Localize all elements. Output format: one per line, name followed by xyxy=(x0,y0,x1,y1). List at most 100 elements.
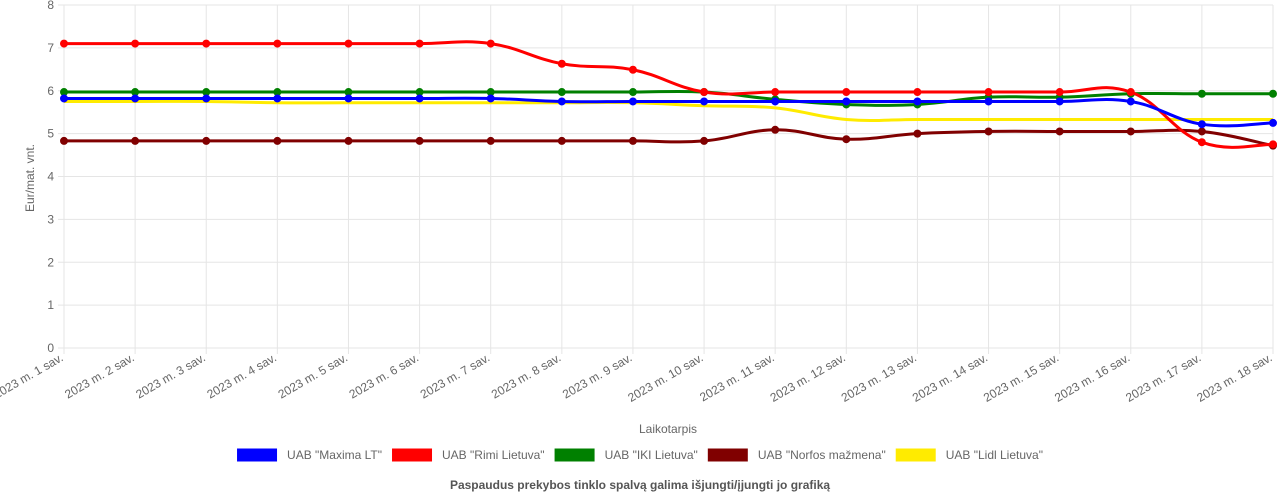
data-point xyxy=(273,136,282,145)
data-point xyxy=(984,127,993,136)
series-3 xyxy=(60,125,1277,150)
legend-item[interactable]: UAB "Lidl Lietuva" xyxy=(895,448,1043,462)
y-tick-label: 4 xyxy=(47,170,54,184)
x-tick-label: 2023 m. 6 sav. xyxy=(347,350,421,401)
data-point xyxy=(771,125,780,134)
data-point xyxy=(486,94,495,103)
data-point xyxy=(131,94,140,103)
series-line xyxy=(63,96,1274,128)
data-point xyxy=(628,136,637,145)
data-point xyxy=(60,39,68,48)
data-point xyxy=(1197,89,1206,98)
data-point xyxy=(273,94,282,103)
legend-item[interactable]: UAB "IKI Lietuva" xyxy=(554,448,698,462)
series-line xyxy=(63,99,1273,123)
y-axis-title: Eur/mat. vnt. xyxy=(23,144,37,212)
y-tick-label: 6 xyxy=(47,84,54,98)
data-point xyxy=(344,136,353,145)
legend-swatch[interactable] xyxy=(392,448,433,462)
data-point xyxy=(1126,127,1135,136)
y-tick-label: 5 xyxy=(47,127,54,141)
data-point xyxy=(273,39,282,48)
y-axis-ticks: 0 1 2 3 4 5 6 7 8 xyxy=(47,0,54,355)
legend-label[interactable]: UAB "Maxima LT" xyxy=(287,448,382,462)
legend-label[interactable]: UAB "Norfos mažmena" xyxy=(758,448,886,462)
legend-item[interactable]: UAB "Norfos mažmena" xyxy=(707,448,886,462)
x-tick-label: 2023 m. 10 sav. xyxy=(625,350,705,404)
data-point xyxy=(1126,88,1135,97)
y-tick-label: 2 xyxy=(47,255,54,269)
data-point xyxy=(913,129,922,138)
x-tick-label: 2023 m. 15 sav. xyxy=(981,350,1061,404)
data-point xyxy=(1055,97,1064,106)
data-point xyxy=(771,97,780,106)
data-point xyxy=(913,88,922,97)
data-point xyxy=(131,136,140,145)
legend[interactable]: UAB "Maxima LT" UAB "Rimi Lietuva" UAB "IK… xyxy=(237,448,1043,462)
x-tick-label: 2023 m. 14 sav. xyxy=(910,350,990,404)
data-point xyxy=(415,39,424,48)
data-point xyxy=(842,135,851,144)
data-point xyxy=(1197,127,1206,136)
data-point xyxy=(628,97,637,106)
x-tick-label: 2023 m. 12 sav. xyxy=(768,350,848,404)
data-point xyxy=(202,39,211,48)
data-point xyxy=(131,39,140,48)
data-point xyxy=(984,97,993,106)
y-tick-label: 0 xyxy=(47,341,54,355)
x-tick-label: 2023 m. 8 sav. xyxy=(489,350,563,401)
legend-item[interactable]: UAB "Rimi Lietuva" xyxy=(392,448,545,462)
data-point xyxy=(628,65,637,74)
data-point xyxy=(1055,88,1064,97)
x-tick-label: 2023 m. 18 sav. xyxy=(1194,350,1274,404)
series-line xyxy=(64,89,1273,107)
data-point xyxy=(415,136,424,145)
data-point xyxy=(486,39,495,48)
legend-item[interactable]: UAB "Maxima LT" xyxy=(237,448,382,462)
data-point xyxy=(486,136,495,145)
legend-swatch[interactable] xyxy=(237,448,278,462)
data-point xyxy=(557,136,566,145)
x-tick-label: 2023 m. 1 sav. xyxy=(0,350,65,401)
data-point xyxy=(202,94,211,103)
legend-label[interactable]: UAB "Rimi Lietuva" xyxy=(442,448,545,462)
data-point xyxy=(557,88,566,97)
data-point xyxy=(1269,140,1277,149)
series-lines xyxy=(60,39,1277,150)
data-point xyxy=(415,94,424,103)
y-tick-label: 3 xyxy=(47,212,54,226)
series-1 xyxy=(60,39,1277,149)
legend-label[interactable]: UAB "Lidl Lietuva" xyxy=(946,448,1043,462)
data-point xyxy=(842,88,851,97)
series-line xyxy=(63,40,1274,149)
legend-swatch[interactable] xyxy=(707,448,748,462)
legend-label[interactable]: UAB "IKI Lietuva" xyxy=(605,448,698,462)
data-point xyxy=(60,94,68,103)
legend-swatch[interactable] xyxy=(554,448,595,462)
series-0 xyxy=(60,94,1277,129)
x-tick-label: 2023 m. 4 sav. xyxy=(204,350,278,401)
x-tick-label: 2023 m. 2 sav. xyxy=(62,350,136,401)
y-tick-label: 8 xyxy=(47,0,54,12)
data-point xyxy=(842,97,851,106)
data-point xyxy=(771,88,780,97)
y-tick-label: 7 xyxy=(47,41,54,55)
x-tick-label: 2023 m. 11 sav. xyxy=(697,350,776,404)
data-point xyxy=(1197,120,1206,129)
data-point xyxy=(1269,89,1277,98)
chart-grid xyxy=(58,4,1274,354)
series-4 xyxy=(63,99,1273,123)
data-point xyxy=(1269,118,1277,127)
x-tick-label: 2023 m. 5 sav. xyxy=(276,350,350,401)
data-point xyxy=(1055,127,1064,136)
data-point xyxy=(913,97,922,106)
data-point xyxy=(984,88,993,97)
legend-swatch[interactable] xyxy=(895,448,936,462)
x-tick-label: 2023 m. 17 sav. xyxy=(1123,350,1203,404)
data-point xyxy=(700,88,709,97)
data-point xyxy=(1197,138,1206,147)
x-tick-label: 2023 m. 3 sav. xyxy=(133,350,207,401)
data-point xyxy=(557,59,566,68)
x-tick-label: 2023 m. 13 sav. xyxy=(839,350,919,404)
